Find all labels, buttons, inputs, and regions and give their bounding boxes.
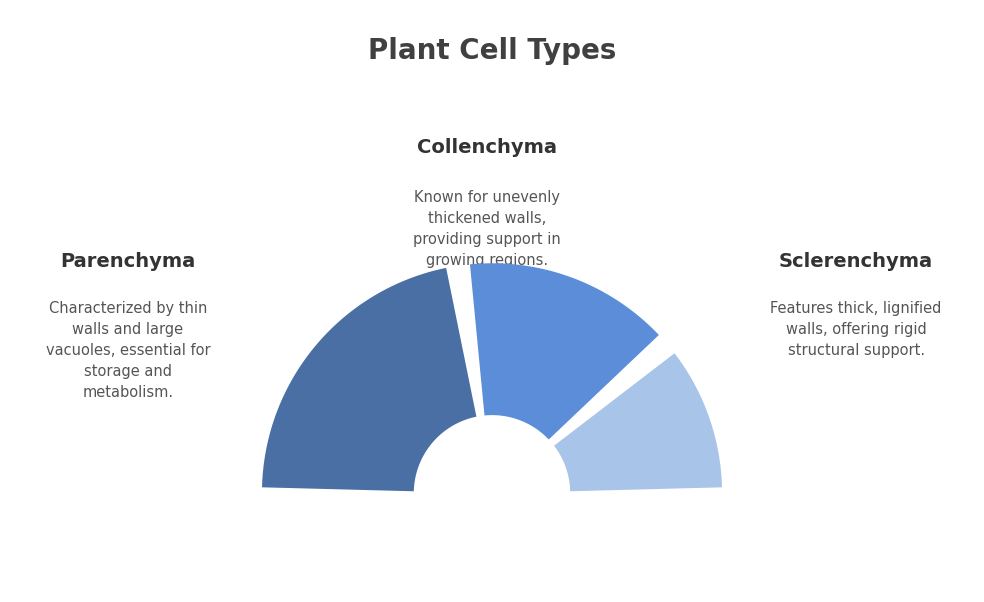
Text: Characterized by thin
walls and large
vacuoles, essential for
storage and
metabo: Characterized by thin walls and large va… bbox=[45, 301, 211, 400]
Polygon shape bbox=[554, 353, 722, 491]
Text: Plant Cell Types: Plant Cell Types bbox=[368, 37, 616, 65]
Text: Features thick, lignified
walls, offering rigid
structural support.: Features thick, lignified walls, offerin… bbox=[770, 301, 942, 358]
Text: Sclerenchyma: Sclerenchyma bbox=[779, 252, 933, 272]
Polygon shape bbox=[470, 263, 659, 439]
Polygon shape bbox=[262, 268, 476, 491]
Text: Collenchyma: Collenchyma bbox=[417, 138, 557, 157]
Text: Known for unevenly
thickened walls,
providing support in
growing regions.: Known for unevenly thickened walls, prov… bbox=[413, 190, 561, 268]
Text: Parenchyma: Parenchyma bbox=[60, 252, 196, 272]
